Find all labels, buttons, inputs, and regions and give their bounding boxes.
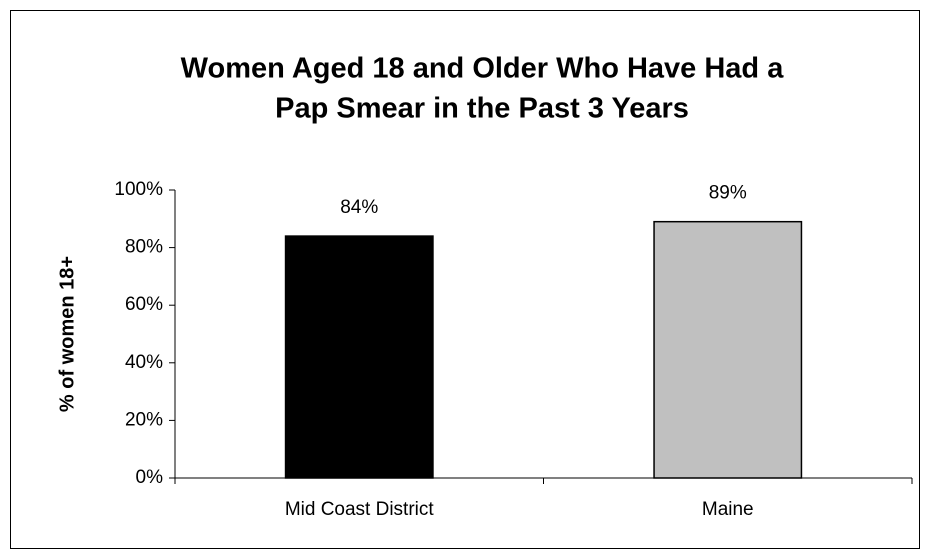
chart-title: Women Aged 18 and Older Who Have Had a — [181, 53, 785, 85]
chart-title: Pap Smear in the Past 3 Years — [275, 93, 689, 125]
y-tick-label: 80% — [125, 237, 163, 258]
y-tick-label: 60% — [125, 294, 163, 315]
y-tick-label: 100% — [114, 179, 163, 200]
bar — [284, 235, 434, 479]
bar — [653, 220, 803, 479]
y-tick-label: 20% — [125, 409, 163, 430]
data-label: 89% — [709, 183, 747, 204]
x-tick-label: Maine — [702, 499, 754, 520]
y-axis-label: % of women 18+ — [56, 256, 78, 412]
y-tick-label: 0% — [136, 467, 164, 488]
data-label: 84% — [340, 197, 378, 218]
y-tick-label: 40% — [125, 352, 163, 373]
x-tick-label: Mid Coast District — [285, 499, 435, 520]
